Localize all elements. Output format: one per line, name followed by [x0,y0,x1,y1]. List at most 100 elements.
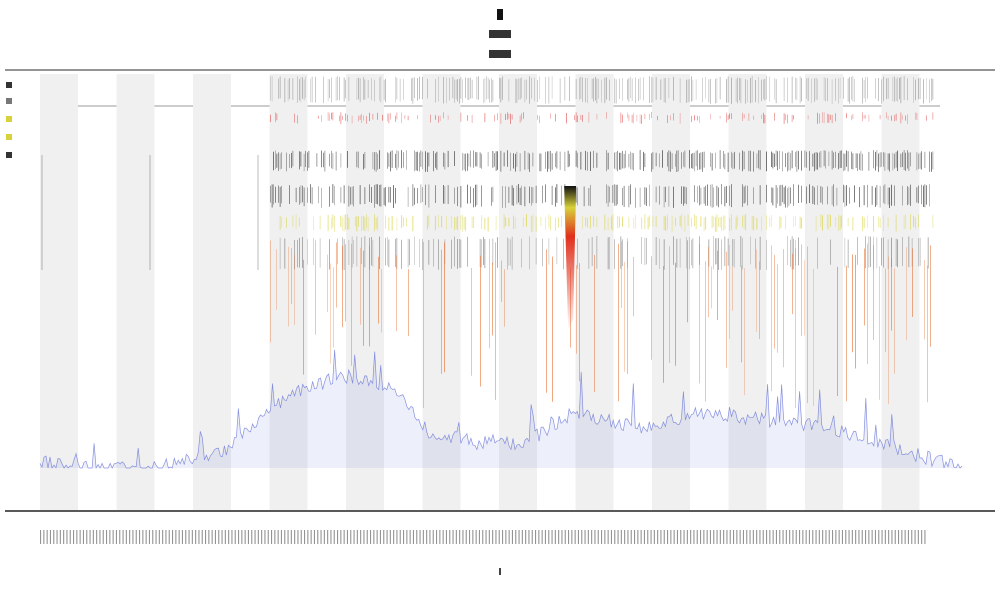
tick-label [772,530,774,544]
tick-label [445,530,447,544]
tick-label [422,530,424,544]
tick-label [564,530,566,544]
tick-label [271,530,273,544]
tick-label [660,530,662,544]
background-band [881,74,920,510]
tick-label [254,530,256,544]
tick-label [521,530,523,544]
tick-label [683,530,685,544]
tick-label [350,530,352,544]
tick-label [881,530,883,544]
tick-label [726,530,728,544]
tick-label [82,530,84,544]
tick-label [891,530,893,544]
legend-marks [6,82,12,158]
tick-label [465,530,467,544]
tick-label [287,530,289,544]
tick-label [515,530,517,544]
tick-label [878,530,880,544]
tick-label [904,530,906,544]
tick-label [828,530,830,544]
tick-label [59,530,61,544]
tick-label [211,530,213,544]
tick-label [112,530,114,544]
tick-label [888,530,890,544]
tick-label [165,530,167,544]
tick-label [647,530,649,544]
tick-label [832,530,834,544]
tick-label [135,530,137,544]
tick-label [914,530,916,544]
background-band [116,74,155,510]
tick-label [739,530,741,544]
tick-label [799,530,801,544]
tick-label [752,530,754,544]
tick-label [208,530,210,544]
hotspot-marker [564,186,577,330]
tick-label [125,530,127,544]
tick-label [389,530,391,544]
spike-overlays [41,76,934,408]
tick-label [92,530,94,544]
tick-label [158,530,160,544]
tick-label [333,530,335,544]
tick-label [858,530,860,544]
tick-label [139,530,141,544]
tick-label [544,530,546,544]
tick-label [749,530,751,544]
tick-label [274,530,276,544]
tick-label [383,530,385,544]
tick-label [518,530,520,544]
tick-label [709,530,711,544]
tick-label [792,530,794,544]
tick-label [198,530,200,544]
background-band [499,74,537,510]
tick-label [221,530,223,544]
tick-label [624,530,626,544]
tick-label [898,530,900,544]
tick-label [188,530,190,544]
tick-label [478,530,480,544]
tick-label [851,530,853,544]
tick-label [835,530,837,544]
tick-label [808,530,810,544]
tick-label [452,530,454,544]
tick-label [703,530,705,544]
tick-label [505,530,507,544]
tick-label [769,530,771,544]
tick-label [152,530,154,544]
tick-label [300,530,302,544]
tick-label [185,530,187,544]
tick-label [353,530,355,544]
tick-label [815,530,817,544]
tick-label [238,530,240,544]
tick-label [495,530,497,544]
tick-label [79,530,81,544]
tick-label [109,530,111,544]
legend-swatch [6,116,12,122]
tick-label [841,530,843,544]
coverage-signal [39,349,963,470]
tick-label [498,530,500,544]
tick-label [370,530,372,544]
tick-label [475,530,477,544]
tick-label [610,530,612,544]
tick-label [482,530,484,544]
tick-label [601,530,603,544]
legend-swatch [6,134,12,140]
tick-label [436,530,438,544]
coverage-line [39,349,963,470]
tick-label [762,530,764,544]
tick-label [145,530,147,544]
tick-label [224,530,226,544]
tick-label [676,530,678,544]
tick-label [627,530,629,544]
tick-label [782,530,784,544]
legend-swatch [6,98,12,104]
tick-label [766,530,768,544]
tick-label [102,530,104,544]
tick-label [723,530,725,544]
tick-label [340,530,342,544]
tick-label [73,530,75,544]
coverage-area [40,349,962,468]
